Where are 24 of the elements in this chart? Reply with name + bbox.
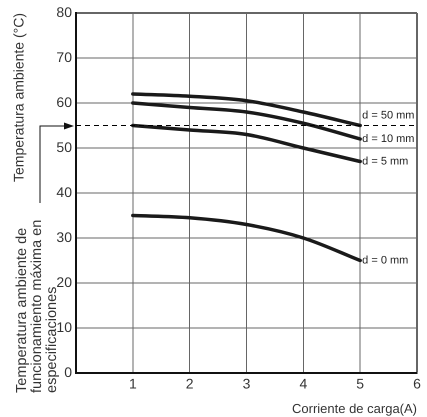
line-series [131, 124, 362, 164]
line-series [131, 101, 362, 141]
x-tick-label: 4 [299, 375, 308, 392]
x-tick-label: 5 [356, 375, 364, 392]
y-tick-label: 70 [56, 48, 72, 65]
x-tick-label: 1 [128, 375, 137, 392]
y-tick-label: 60 [56, 94, 72, 110]
y-axis-title: Temperatura ambiente (°C) [10, 13, 26, 182]
x-tick-label: 6 [413, 375, 422, 392]
line-series [131, 92, 362, 128]
y-tick-label: 80 [56, 4, 72, 20]
y-tick-label: 30 [56, 228, 72, 245]
x-tick-label: 2 [186, 375, 194, 392]
y-tick-label: 0 [64, 364, 72, 380]
x-axis-title: Corriente de carga(A) [292, 400, 417, 416]
x-tick-label: 3 [242, 375, 251, 392]
y-tick-label: 50 [56, 138, 72, 155]
series-label: d = 0 mm [362, 254, 408, 267]
y-tick-label: 10 [56, 318, 72, 335]
series-label: d = 50 mm [362, 110, 414, 122]
series-label: d = 10 mm [362, 133, 414, 146]
y-tick-label: 40 [56, 184, 72, 200]
line-series [131, 214, 362, 262]
series-label: d = 5 mm [362, 156, 408, 168]
